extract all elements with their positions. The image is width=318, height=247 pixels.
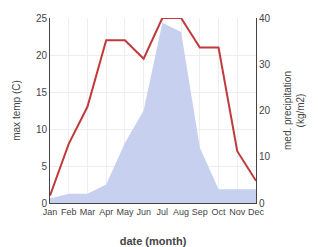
svg-text:Mar: Mar (80, 207, 96, 217)
svg-text:Sep: Sep (192, 207, 208, 217)
svg-text:Nov: Nov (229, 207, 246, 217)
svg-text:Aug: Aug (173, 207, 189, 217)
svg-text:med. precipitation(kg/m2): med. precipitation(kg/m2) (282, 71, 306, 150)
svg-text:Apr: Apr (99, 207, 113, 217)
svg-text:5: 5 (41, 161, 47, 172)
svg-text:Jun: Jun (136, 207, 151, 217)
svg-text:max temp (C): max temp (C) (11, 80, 22, 141)
svg-text:25: 25 (36, 13, 48, 24)
svg-text:May: May (116, 207, 134, 217)
svg-text:date (month): date (month) (120, 235, 187, 247)
svg-text:10: 10 (259, 151, 271, 162)
svg-text:15: 15 (36, 87, 48, 98)
svg-text:40: 40 (259, 13, 271, 24)
svg-text:Jan: Jan (43, 207, 58, 217)
svg-text:Feb: Feb (61, 207, 77, 217)
svg-text:0: 0 (259, 198, 265, 209)
svg-text:10: 10 (36, 124, 48, 135)
svg-text:Oct: Oct (212, 207, 227, 217)
svg-text:0: 0 (41, 198, 47, 209)
svg-text:Jul: Jul (157, 207, 169, 217)
svg-text:30: 30 (259, 59, 271, 70)
svg-text:20: 20 (259, 105, 271, 116)
svg-text:Dec: Dec (248, 207, 265, 217)
svg-text:20: 20 (36, 50, 48, 61)
